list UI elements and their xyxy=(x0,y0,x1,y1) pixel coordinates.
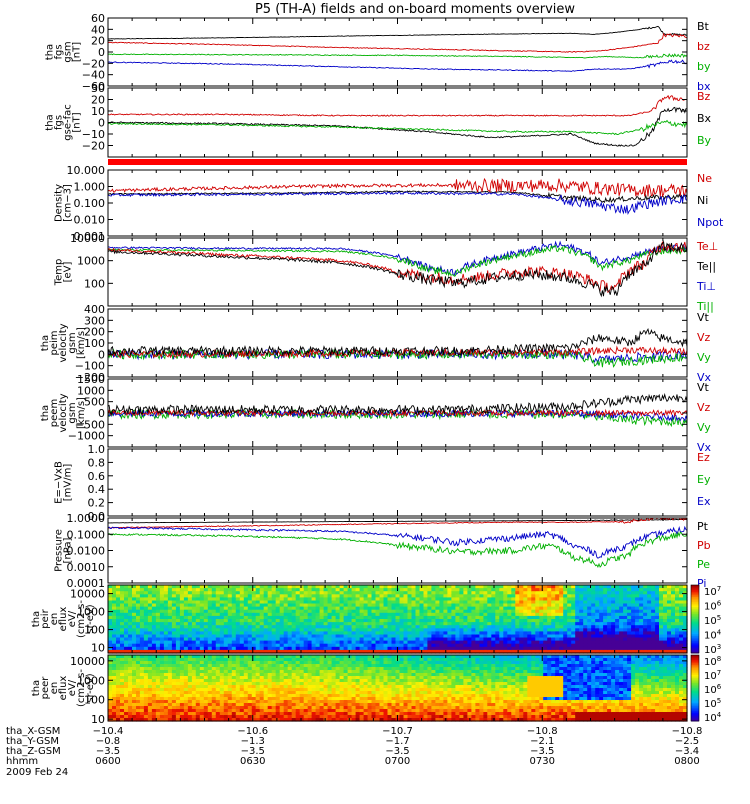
legend-entry: Vz xyxy=(697,331,711,344)
panel-frame xyxy=(108,18,687,86)
y-tick-label: −1000 xyxy=(68,430,105,443)
legend-entry: by xyxy=(697,60,711,73)
y-tick-label: 0.6 xyxy=(88,470,106,483)
series-group xyxy=(108,96,687,146)
colorbar-label: 107 xyxy=(704,585,721,598)
series-line-3 xyxy=(108,60,687,71)
legend-entry: Bz xyxy=(697,90,711,103)
series-line-0 xyxy=(108,26,687,39)
series-line-1 xyxy=(108,107,687,146)
y-tick-label: 1.0000 xyxy=(67,512,106,525)
legend-entry: Te⊥ xyxy=(696,240,718,253)
series-line-1 xyxy=(108,34,687,53)
series-line-2 xyxy=(108,54,687,58)
panel-frame xyxy=(108,309,687,377)
series-line-0 xyxy=(108,242,687,275)
panel-peer-efflux: 10810710610510410000100010010thapeerenef… xyxy=(31,655,722,726)
y-axis-label: [nT] xyxy=(72,42,83,62)
series-line-1 xyxy=(108,192,687,214)
y-tick-label: 10000 xyxy=(70,588,105,601)
y-tick-label: 0.100 xyxy=(74,197,106,210)
y-tick-label: 0.010 xyxy=(74,214,106,227)
legend-entry: Pb xyxy=(697,539,711,552)
chart-title: P5 (TH-A) fields and on-board moments ov… xyxy=(255,2,575,17)
y-axis-label: [nPa] xyxy=(63,537,74,563)
y-tick-label: 100 xyxy=(84,277,105,290)
legend-entry: Ez xyxy=(697,451,710,464)
y-axis-label: [km/s] xyxy=(76,327,87,359)
series-group xyxy=(108,242,687,297)
panels: 6040200−20−40−60thafgsgsm[nT]Btbzbybx302… xyxy=(31,12,724,726)
y-axis-label: [mV/m] xyxy=(63,464,74,502)
legend-entry: Pe xyxy=(697,558,710,571)
series-line-2 xyxy=(108,527,687,558)
legend-entry: bz xyxy=(697,40,710,53)
panel-peem-velocity: 150010005000−500−1000thapeemvelocitygsm[… xyxy=(40,373,712,454)
y-axis-label: [cm−3] xyxy=(63,184,74,222)
legend-entry: Pt xyxy=(697,520,709,533)
legend-entry: Ti⊥ xyxy=(696,280,716,293)
y-axis-label: [nT] xyxy=(72,112,83,132)
panel-peim-velocity: 4003002001000−100−200thapeimvelocitygsm[… xyxy=(40,303,712,384)
y-tick-label: 1000 xyxy=(77,255,105,268)
panel-peir-efflux: 10710610510410310000100010010thapeirenef… xyxy=(31,585,722,656)
legend-entry: Ey xyxy=(697,473,711,486)
spectrogram xyxy=(108,585,688,654)
panel-frame xyxy=(108,170,687,236)
legend-entry: Vt xyxy=(697,381,710,394)
legend-entry: Vt xyxy=(697,311,710,324)
legend-entry: Te|| xyxy=(696,260,716,273)
panel-frame xyxy=(108,518,687,583)
legend-entry: Ne xyxy=(697,172,712,185)
legend-entry: Vy xyxy=(697,421,711,434)
y-tick-label: 0.2 xyxy=(88,497,106,510)
y-tick-label: 10000 xyxy=(70,232,105,245)
y-tick-label: 10.000 xyxy=(67,164,106,177)
legend-entry: Npot xyxy=(697,216,724,229)
series-group xyxy=(108,179,687,214)
colorbar-label: 106 xyxy=(704,600,722,613)
y-tick-label: −20 xyxy=(82,140,105,153)
legend-entry: Bx xyxy=(697,112,712,125)
y-axis-label: [km/s] xyxy=(76,397,87,429)
y-tick-label: 1.0 xyxy=(88,443,106,456)
legend-entry: By xyxy=(697,134,712,147)
quality-flag-bar xyxy=(108,159,687,165)
colorbar-label: 105 xyxy=(704,614,721,627)
panel-frame xyxy=(108,449,687,516)
legend-entry: Bt xyxy=(697,20,710,33)
y-axis-label: sr-eV) xyxy=(85,604,96,633)
series-line-1 xyxy=(108,246,687,277)
series-line-0 xyxy=(108,96,687,116)
y-tick-label: 1.000 xyxy=(74,181,106,194)
legend-entry: Ex xyxy=(697,495,711,508)
series-group xyxy=(108,26,687,71)
colorbar-label: 104 xyxy=(704,629,722,642)
y-tick-label: 0.8 xyxy=(88,456,106,469)
series-group xyxy=(108,517,687,567)
panel-density: 10.0001.0000.1000.0100.001Density[cm−3]N… xyxy=(54,164,724,243)
panel-pressure: 1.00000.10000.01000.00100.0001Pressure[n… xyxy=(54,512,711,590)
series-group xyxy=(108,329,687,367)
legend-entry: Vy xyxy=(697,351,711,364)
legend-entry: Vz xyxy=(697,401,711,414)
y-tick-label: 10 xyxy=(91,642,105,655)
y-axis-label: [eV] xyxy=(63,262,74,283)
series-group xyxy=(108,395,687,426)
spectrogram xyxy=(108,655,688,722)
legend-entry: Ni xyxy=(697,194,708,207)
panel-frame xyxy=(108,238,687,306)
y-tick-label: 0.4 xyxy=(88,483,106,496)
